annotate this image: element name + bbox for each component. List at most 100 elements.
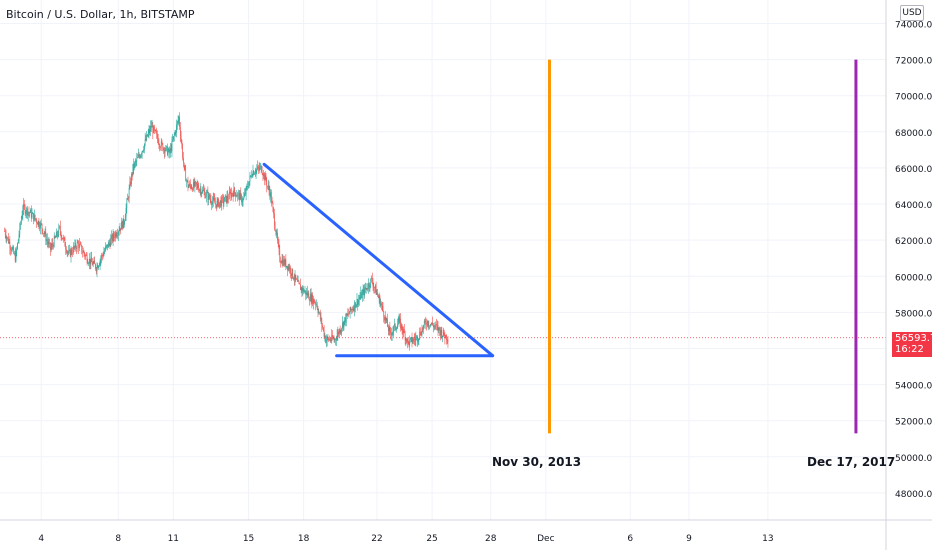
candle-body (90, 257, 92, 265)
candle-body (443, 330, 444, 336)
candle-body (133, 163, 135, 169)
candle-body (430, 324, 431, 327)
x-tick-label: 25 (426, 534, 437, 544)
candle-body (105, 245, 107, 247)
candle-body (66, 251, 68, 253)
candle-body (108, 242, 109, 248)
candle-body (267, 185, 269, 187)
candle-body (150, 126, 151, 132)
candle-body (131, 174, 132, 185)
candle-body (345, 317, 346, 323)
currency-button[interactable]: USD (900, 5, 924, 21)
candle-body (333, 338, 335, 340)
candle-body (362, 289, 364, 293)
candle-body (305, 290, 307, 295)
candle-body (196, 184, 198, 185)
candle-body (275, 230, 277, 235)
candle-body (228, 192, 230, 199)
candle-body (252, 171, 254, 176)
candle-body (150, 126, 152, 128)
candle-body (391, 332, 393, 336)
candle-body (31, 213, 33, 218)
candle-body (358, 298, 360, 300)
candle-body (119, 228, 121, 231)
candle-body (34, 214, 36, 219)
candle-body (400, 318, 401, 329)
candle-body (328, 338, 330, 341)
x-tick-label: 28 (485, 534, 497, 544)
candle-body (253, 171, 255, 175)
chart-grid (0, 0, 886, 520)
candle-body (37, 222, 38, 225)
candle-body (392, 330, 394, 333)
candle-body (43, 233, 45, 235)
candle-body (239, 193, 241, 201)
candle-body (67, 251, 69, 253)
candle-body (97, 265, 99, 268)
candle-body (135, 161, 137, 162)
candle-body (122, 218, 124, 229)
candle-body (59, 226, 61, 233)
candle-body (422, 328, 424, 330)
candle-body (388, 327, 390, 331)
candle-body (363, 289, 365, 296)
candle-body (134, 162, 135, 169)
candle-body (311, 294, 313, 303)
candle-body (146, 134, 148, 141)
candle-body (112, 233, 114, 241)
candle-body (191, 188, 193, 189)
candle-body (218, 202, 220, 207)
candle-body (55, 237, 57, 238)
candle-body (233, 187, 235, 197)
candle-body (322, 327, 324, 330)
candle-body (106, 244, 108, 246)
candle-body (47, 241, 49, 245)
candle-body (190, 185, 192, 189)
candle-body (45, 231, 47, 241)
candle-body (177, 120, 179, 122)
candle-body (84, 253, 86, 257)
y-tick-label: 54000.00 (895, 382, 932, 392)
candle-body (153, 126, 154, 134)
candle-body (290, 273, 292, 276)
candle-body (307, 293, 309, 296)
candle-body (348, 313, 350, 315)
candle-body (281, 259, 283, 264)
candle-body (446, 335, 447, 340)
candle-body (332, 335, 333, 339)
x-tick-label: 6 (627, 534, 633, 544)
candle-body (204, 191, 206, 198)
candle-body (170, 148, 172, 152)
candle-body (167, 151, 169, 156)
candle-body (329, 339, 330, 341)
candle-body (113, 233, 115, 237)
candle-body (76, 242, 78, 249)
candle-body (424, 321, 426, 323)
candle-body (96, 265, 98, 272)
candle-body (86, 255, 88, 263)
candle-body (442, 335, 443, 338)
candlestick-series (4, 112, 449, 351)
candle-body (236, 195, 238, 197)
candle-body (92, 263, 94, 266)
candle-body (325, 336, 326, 343)
candle-body (347, 313, 349, 316)
candle-body (336, 335, 338, 340)
candle-body (332, 338, 334, 340)
x-tick-label: 22 (371, 534, 382, 544)
candle-body (229, 192, 231, 193)
y-tick-label: 58000.00 (895, 309, 932, 319)
candle-body (155, 130, 157, 133)
candle-body (248, 181, 250, 187)
candle-body (128, 188, 130, 199)
candle-body (271, 202, 273, 204)
candle-body (159, 144, 161, 148)
candle-body (158, 143, 160, 145)
candle-body (143, 149, 145, 151)
date-label-2017: Dec 17, 2017 (807, 455, 896, 469)
triangle-resistance-line[interactable] (262, 162, 495, 358)
candle-body (77, 242, 79, 244)
candle-body (186, 180, 187, 182)
candle-body (63, 237, 64, 240)
